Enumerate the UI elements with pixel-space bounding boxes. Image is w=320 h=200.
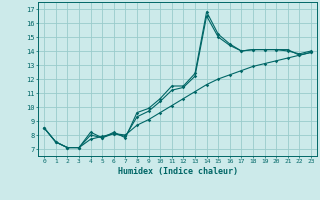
X-axis label: Humidex (Indice chaleur): Humidex (Indice chaleur) (118, 167, 238, 176)
